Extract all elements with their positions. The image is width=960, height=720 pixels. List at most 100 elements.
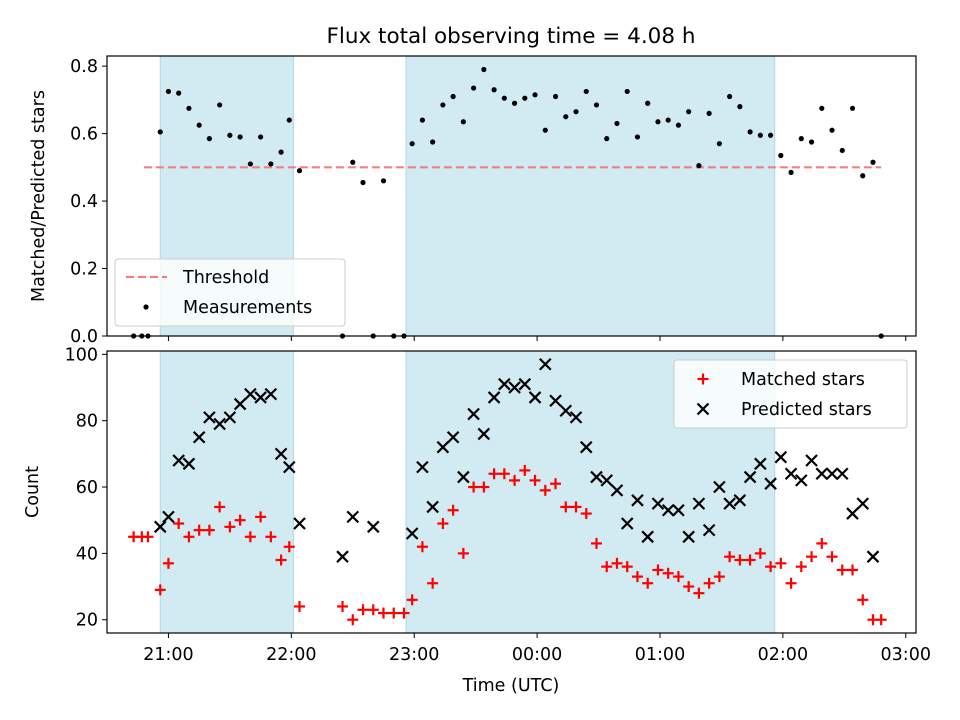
matched-star-point — [621, 561, 633, 573]
y-tick-label: 20 — [76, 611, 98, 631]
matched-star-point — [183, 531, 195, 543]
measurement-point — [788, 169, 794, 175]
matched-star-point — [244, 531, 256, 543]
matched-star-point — [255, 511, 267, 523]
y-tick-label: 60 — [76, 478, 98, 498]
x-tick-label: 00:00 — [512, 645, 562, 665]
y-tick-label: 0.6 — [70, 125, 98, 145]
measurement-point — [409, 141, 415, 147]
matched-star-point — [275, 554, 287, 566]
predicted-star-point — [467, 407, 480, 421]
y-tick-label: 0.4 — [70, 192, 98, 212]
matched-star-point — [765, 561, 777, 573]
x-tick-label: 21:00 — [143, 645, 193, 665]
predicted-star-point — [487, 391, 501, 404]
measurement-point — [511, 100, 518, 106]
measurement-point — [634, 134, 641, 140]
predicted-star-point — [805, 454, 818, 467]
measurement-point — [819, 105, 825, 111]
predicted-star-point — [264, 387, 278, 401]
predicted-star-point — [254, 391, 267, 404]
measurement-point — [196, 122, 202, 128]
x-tick-label: 03:00 — [881, 645, 931, 665]
measurement-point — [419, 117, 426, 123]
matched-star-point — [457, 547, 469, 559]
predicted-star-point — [631, 494, 644, 507]
measurement-point — [583, 88, 589, 95]
measurement-point — [665, 117, 671, 123]
predicted-star-point — [549, 394, 562, 408]
predicted-star-point — [346, 510, 360, 524]
measurement-point — [839, 147, 845, 154]
measurement-point — [757, 132, 763, 138]
measurement-point — [808, 139, 815, 145]
measurement-point — [440, 102, 446, 108]
legend-matched-label: Matched stars — [741, 370, 865, 390]
predicted-star-point — [784, 467, 798, 481]
matched-star-point — [488, 468, 500, 480]
predicted-star-point — [405, 527, 419, 540]
legend-measurements-label: Measurements — [183, 298, 312, 318]
measurement-point — [563, 114, 569, 120]
count-panel-frame — [106, 350, 917, 634]
measurement-point — [350, 159, 356, 165]
measurement-point — [747, 129, 753, 135]
measurement-point — [604, 136, 610, 142]
predicted-star-point — [457, 470, 470, 484]
predicted-star-point — [293, 517, 306, 530]
measurement-point — [460, 119, 466, 125]
legend-threshold-label: Threshold — [182, 268, 269, 288]
measurement-point — [624, 88, 630, 95]
measurement-point — [268, 161, 274, 167]
measurement-point — [552, 93, 559, 100]
ratio-legend-box — [114, 258, 346, 327]
ratio-legend: Threshold Measurements — [114, 258, 346, 327]
measurement-point — [849, 105, 856, 111]
matched-star-point — [611, 557, 623, 569]
legend-matched-swatch — [697, 373, 709, 385]
predicted-star-point — [498, 377, 511, 391]
predicted-star-point — [661, 503, 675, 517]
measurement-point — [471, 85, 477, 91]
matched-star-point — [214, 501, 226, 513]
predicted-star-point — [518, 377, 532, 391]
matched-star-point — [519, 464, 531, 476]
y-tick-label: 0.8 — [70, 57, 98, 77]
predicted-star-point — [600, 474, 614, 487]
matched-star-point — [601, 561, 613, 573]
matched-star-point — [406, 594, 418, 606]
predicted-star-point — [528, 391, 542, 404]
predicted-star-point — [620, 517, 634, 530]
matched-star-point — [816, 537, 828, 549]
matched-star-point — [203, 524, 215, 536]
matched-star-point — [642, 577, 654, 589]
matched-star-point — [283, 541, 295, 553]
measurement-point — [278, 149, 284, 155]
matched-star-point — [826, 551, 838, 563]
measurement-point — [176, 90, 182, 96]
matched-star-point — [539, 484, 551, 496]
measurement-point — [450, 93, 456, 100]
matched-star-point — [162, 557, 174, 569]
matched-star-point — [388, 607, 400, 619]
matched-star-point — [173, 518, 185, 530]
measurement-point — [829, 127, 835, 133]
matched-star-point — [377, 607, 389, 619]
predicted-star-point — [713, 480, 726, 494]
matched-star-point — [631, 571, 643, 583]
measurement-point — [655, 119, 661, 125]
matched-star-point — [693, 587, 705, 599]
matched-star-point — [857, 594, 869, 606]
figure-title: Flux total observing time = 4.08 h — [327, 24, 696, 49]
predicted-star-point — [213, 417, 226, 431]
y-tick-label: 40 — [76, 544, 98, 564]
predicted-star-point — [815, 467, 829, 481]
predicted-star-point — [539, 357, 552, 371]
predicted-star-point — [446, 430, 460, 444]
y-tick-label: 80 — [76, 412, 98, 432]
matched-star-point — [357, 604, 369, 616]
matched-star-point — [724, 551, 736, 563]
predicted-star-point — [774, 450, 788, 464]
matched-star-point — [154, 584, 166, 596]
matched-star-point — [509, 474, 521, 486]
